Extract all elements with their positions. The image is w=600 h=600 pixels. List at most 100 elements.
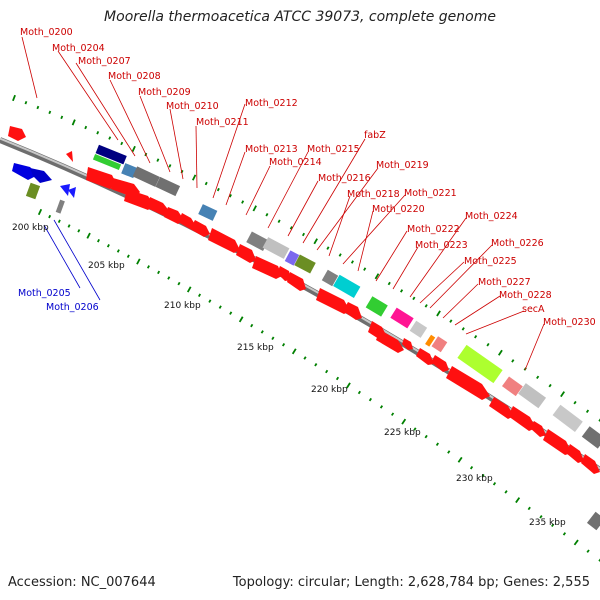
gene-label[interactable]: Moth_0219 bbox=[376, 160, 429, 171]
gene-arrow-fwd-10[interactable] bbox=[252, 256, 282, 279]
gene-label[interactable]: Moth_0209 bbox=[138, 87, 191, 98]
gene-label[interactable]: Moth_0228 bbox=[499, 290, 552, 301]
scale-tick bbox=[218, 305, 222, 309]
gene-arrow-fwd-19[interactable] bbox=[431, 355, 449, 372]
gene-arrow-fwd-8[interactable] bbox=[208, 228, 240, 253]
gene-box-grey-5[interactable] bbox=[581, 426, 600, 449]
scale-tick bbox=[157, 270, 161, 275]
gene-box-green[interactable] bbox=[92, 153, 122, 171]
gene-label[interactable]: Moth_0225 bbox=[464, 256, 517, 267]
scale-tick bbox=[48, 110, 52, 115]
gene-arrow-fwd-12[interactable] bbox=[287, 272, 306, 291]
scale-tick bbox=[60, 115, 64, 120]
gene-box-silver-4[interactable] bbox=[552, 404, 583, 433]
gene-arrow-fwd-11[interactable] bbox=[277, 266, 291, 281]
gene-label[interactable]: Moth_0220 bbox=[372, 204, 425, 215]
gene-label[interactable]: Moth_0206 bbox=[46, 302, 99, 313]
gene-arrow-fwd-13[interactable] bbox=[316, 288, 350, 314]
gene-arrow-fwd-7[interactable] bbox=[190, 220, 210, 237]
scale-label: 215 kbp bbox=[237, 343, 274, 353]
gene-label[interactable]: Moth_0222 bbox=[407, 224, 460, 235]
scale-tick bbox=[291, 348, 297, 355]
gene-box-silver-2[interactable] bbox=[409, 320, 428, 338]
gene-label[interactable]: Moth_0210 bbox=[166, 101, 219, 112]
scale-tick bbox=[548, 383, 552, 388]
gene-arrow-fwd-21[interactable] bbox=[489, 397, 514, 419]
gene-label[interactable]: Moth_0218 bbox=[347, 189, 400, 200]
gene-label[interactable]: Moth_0215 bbox=[307, 144, 360, 155]
gene-box-salmon-1[interactable] bbox=[431, 336, 448, 353]
gene-box-grey-2[interactable] bbox=[155, 176, 181, 197]
gene-label[interactable]: fabZ bbox=[364, 130, 386, 141]
gene-label[interactable]: Moth_0213 bbox=[245, 144, 298, 155]
gene-arrow-fwd-18[interactable] bbox=[416, 348, 434, 365]
gene-box-slate[interactable] bbox=[284, 250, 300, 266]
gene-arrow-small-red[interactable] bbox=[66, 151, 73, 162]
scale-tick bbox=[436, 310, 441, 317]
gene-arrow-fwd-22[interactable] bbox=[508, 406, 536, 431]
gene-arrow-fwd-9[interactable] bbox=[236, 244, 256, 263]
gene-label[interactable]: Moth_0221 bbox=[404, 188, 457, 199]
scale-tick bbox=[241, 200, 245, 204]
gene-label[interactable]: Moth_0204 bbox=[52, 43, 105, 54]
scale-tick bbox=[96, 131, 100, 135]
gene-box-lime[interactable] bbox=[457, 344, 503, 384]
gene-box-steelblue-2[interactable] bbox=[198, 204, 218, 221]
gene-label[interactable]: Moth_0200 bbox=[20, 27, 73, 38]
gene-label[interactable]: secA bbox=[522, 304, 545, 315]
scale-tick bbox=[560, 391, 565, 398]
gene-box-grey-6[interactable] bbox=[586, 511, 600, 531]
gene-arrow-fwd-24[interactable] bbox=[543, 429, 572, 455]
scale-tick bbox=[120, 141, 124, 146]
gene-label[interactable]: Moth_0211 bbox=[196, 117, 249, 128]
gene-box-olive[interactable] bbox=[25, 182, 41, 200]
gene-arrow-fwd-20[interactable] bbox=[446, 366, 490, 400]
gene-box-grey-1[interactable] bbox=[132, 166, 160, 187]
gene-box-magenta[interactable] bbox=[390, 307, 414, 329]
gene-box-silver-1[interactable] bbox=[262, 237, 290, 259]
gene-arrow-reverse-3[interactable] bbox=[60, 184, 70, 196]
gene-arrow-fwd-16[interactable] bbox=[376, 330, 404, 353]
gene-label[interactable]: Moth_0223 bbox=[415, 240, 468, 251]
gene-arrow-moth-0206[interactable] bbox=[68, 187, 76, 198]
gene-box-grey[interactable] bbox=[55, 199, 65, 214]
gene-label[interactable]: Moth_0226 bbox=[491, 238, 544, 249]
gene-label[interactable]: Moth_0207 bbox=[78, 56, 131, 67]
gene-box-green-2[interactable] bbox=[365, 296, 388, 317]
gene-arrow-fwd-25[interactable] bbox=[566, 444, 584, 463]
gene-label[interactable]: Moth_0214 bbox=[269, 157, 322, 168]
gene-arrow-fwd-6[interactable] bbox=[178, 213, 196, 229]
scale-tick bbox=[474, 335, 478, 339]
gene-label[interactable]: Moth_0208 bbox=[108, 71, 161, 82]
gene-arrow-fwd-26[interactable] bbox=[581, 454, 600, 474]
gene-box-grey-3[interactable] bbox=[246, 231, 269, 251]
gene-label[interactable]: Moth_0205 bbox=[18, 288, 71, 299]
gene-arrow-fwd-4[interactable] bbox=[147, 197, 170, 216]
gene-box-grey-4[interactable] bbox=[321, 269, 339, 287]
gene-arrow-fwd-17[interactable] bbox=[402, 338, 413, 350]
gene-box-olive-2[interactable] bbox=[294, 254, 316, 274]
gene-label[interactable]: Moth_0212 bbox=[245, 98, 298, 109]
gene-label[interactable]: Moth_0227 bbox=[478, 277, 531, 288]
gene-box-navy[interactable] bbox=[95, 144, 127, 165]
gene-label[interactable]: Moth_0224 bbox=[465, 211, 518, 222]
gene-box-cyan[interactable] bbox=[333, 274, 361, 299]
gene-arrow-fwd-1[interactable] bbox=[86, 167, 116, 189]
gene-arrow-reverse-2[interactable] bbox=[30, 168, 52, 183]
scale-labels: 200 kbp 205 kbp 210 kbp 215 kbp 220 kbp … bbox=[12, 223, 566, 528]
gene-arrow-fwd-14[interactable] bbox=[343, 302, 362, 320]
gene-box-salmon-2[interactable] bbox=[502, 376, 523, 397]
gene-labels-forward: Moth_0200 Moth_0204 Moth_0207 Moth_0208 … bbox=[20, 27, 596, 328]
scale-tick bbox=[598, 418, 600, 422]
gene-box-orange[interactable] bbox=[425, 334, 436, 347]
gene-box-silver-3[interactable] bbox=[518, 383, 547, 409]
gene-arrow-fwd-23[interactable] bbox=[530, 421, 546, 437]
gene-label[interactable]: Moth_0230 bbox=[543, 317, 596, 328]
gene-arrow-moth-0200[interactable] bbox=[8, 126, 26, 141]
gene-arrow-moth-0205[interactable] bbox=[12, 163, 38, 180]
gene-label[interactable]: Moth_0216 bbox=[318, 173, 371, 184]
gene-arrow-fwd-3[interactable] bbox=[124, 189, 154, 210]
scale-tick bbox=[77, 229, 81, 233]
scale-tick bbox=[338, 253, 342, 257]
gene-box-steelblue-1[interactable] bbox=[121, 163, 138, 179]
